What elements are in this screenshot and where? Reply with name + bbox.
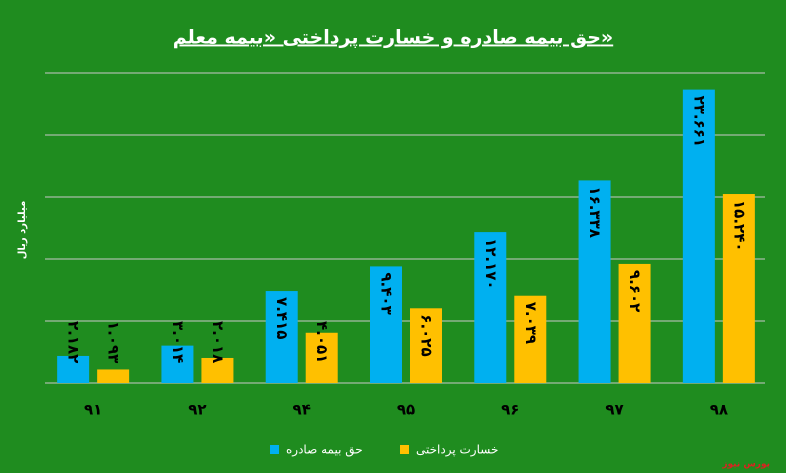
data-label: ۱۶.۳۳۸ bbox=[586, 186, 604, 237]
bar bbox=[618, 263, 651, 383]
bar bbox=[305, 332, 338, 383]
data-label: ۲.۰۱۸ bbox=[209, 321, 227, 363]
data-label: ۷.۰۳۹ bbox=[522, 302, 540, 344]
x-tick-label: ۹۵ bbox=[397, 401, 415, 419]
bar bbox=[682, 89, 715, 383]
data-label: ۶.۰۲۵ bbox=[418, 314, 436, 356]
x-tick-label: ۹۸ bbox=[710, 401, 728, 419]
data-label: ۱.۰۹۳ bbox=[105, 321, 123, 363]
bar bbox=[161, 345, 194, 383]
legend-label: حق بیمه صادره bbox=[286, 443, 363, 458]
legend-marker bbox=[270, 445, 279, 454]
data-label: ۱۲.۱۷۰ bbox=[482, 238, 500, 289]
bar bbox=[97, 369, 130, 383]
x-tick-label: ۹۱ bbox=[84, 401, 102, 419]
data-label: ۹.۴۰۳ bbox=[378, 272, 396, 314]
bar bbox=[57, 355, 90, 383]
bar bbox=[370, 266, 402, 383]
data-label: ۹.۶۰۲ bbox=[626, 270, 644, 312]
legend-label: خسارت پرداختی bbox=[416, 443, 498, 458]
data-label: ۴.۰۵۱ bbox=[313, 321, 331, 363]
x-tick-label: ۹۲ bbox=[188, 401, 206, 419]
data-label: ۱۵.۲۴۰ bbox=[730, 200, 748, 251]
bar bbox=[265, 291, 298, 383]
legend-marker bbox=[400, 445, 409, 454]
data-label: ۲.۱۸۲ bbox=[65, 321, 83, 363]
y-axis-label: میلیارد ریال bbox=[17, 201, 28, 260]
data-label: ۳.۰۱۴ bbox=[169, 321, 187, 363]
chart-title: حق بیمه صادره و خسارت پرداختی «بیمه معلم… bbox=[173, 27, 613, 49]
x-tick-label: ۹۷ bbox=[605, 401, 623, 419]
bar bbox=[201, 357, 234, 383]
data-label: ۲۳.۶۶۱ bbox=[690, 96, 708, 147]
x-tick-label: ۹۴ bbox=[293, 401, 311, 419]
bar bbox=[410, 308, 442, 383]
bar bbox=[578, 180, 611, 383]
data-label: ۷.۴۱۵ bbox=[273, 297, 291, 339]
x-tick-label: ۹۶ bbox=[501, 401, 519, 419]
bar bbox=[474, 232, 507, 383]
bar bbox=[514, 295, 547, 383]
source: بورس نیوز bbox=[721, 460, 770, 470]
bar bbox=[722, 194, 755, 383]
